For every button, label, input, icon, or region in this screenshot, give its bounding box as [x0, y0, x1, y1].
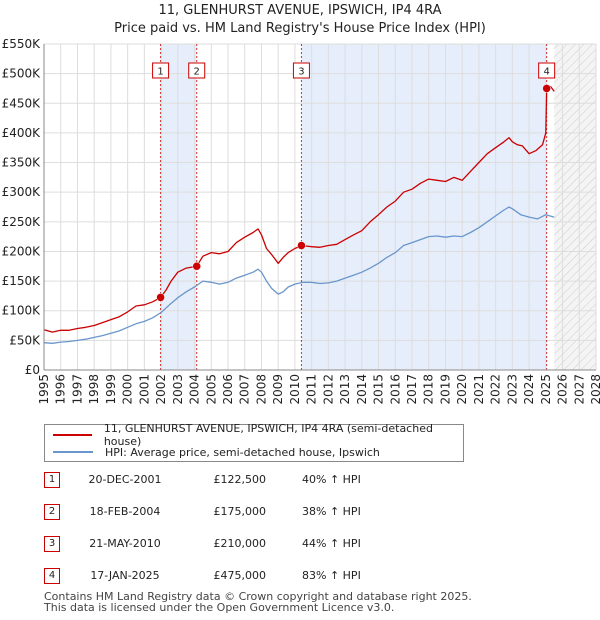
- transaction-hpi-change: 83% ↑ HPI: [302, 569, 361, 582]
- y-tick-label: £500K: [2, 67, 42, 81]
- legend-item-property: 11, GLENHURST AVENUE, IPSWICH, IP4 4RA (…: [53, 422, 463, 448]
- y-tick-label: £100K: [2, 304, 42, 318]
- x-tick-label: 2001: [137, 374, 151, 405]
- hpi-line: [43, 206, 555, 344]
- x-tick-label: 2013: [338, 374, 352, 405]
- legend-label-hpi: HPI: Average price, semi-detached house,…: [105, 445, 380, 459]
- transaction-number-badge: 4: [44, 568, 60, 584]
- x-tick-label: 1997: [70, 374, 84, 405]
- y-tick-label: £50K: [9, 333, 41, 347]
- x-tick-label: 2008: [254, 374, 268, 405]
- transaction-date: 17-JAN-2025: [90, 569, 160, 582]
- transaction-date: 21-MAY-2010: [89, 537, 161, 550]
- transaction-number-badge: 2: [44, 504, 60, 520]
- x-tick-label: 2024: [522, 374, 536, 405]
- footer-license: This data is licensed under the Open Gov…: [44, 601, 395, 614]
- transaction-row: 1 20-DEC-2001 £122,500 40% ↑ HPI: [44, 472, 464, 488]
- x-tick-label: 2027: [572, 374, 586, 405]
- x-tick-label: 2006: [221, 374, 235, 405]
- footer-copyright: Contains HM Land Registry data © Crown c…: [44, 590, 472, 603]
- sale-number-label: 4: [543, 67, 549, 78]
- footer: Contains HM Land Registry data © Crown c…: [44, 591, 472, 613]
- x-tick-label: 2018: [422, 374, 436, 405]
- x-tick-label: 1995: [37, 374, 51, 405]
- x-tick-label: 2014: [355, 374, 369, 405]
- y-tick-label: £200K: [2, 244, 42, 258]
- transaction-row: 2 18-FEB-2004 £175,000 38% ↑ HPI: [44, 504, 464, 520]
- x-tick-label: 1998: [87, 374, 101, 405]
- transaction-date: 20-DEC-2001: [88, 473, 162, 486]
- price-chart: £0 £50K £100K £150K £200K £250K £300K £350K £400…: [2, 37, 600, 405]
- x-tick-label: 2003: [171, 374, 185, 405]
- sale-number-box: [152, 62, 170, 79]
- legend-label-property: 11, GLENHURST AVENUE, IPSWICH, IP4 4RA (…: [103, 422, 433, 448]
- transaction-price: £210,000: [213, 537, 267, 550]
- x-tick-label: 2022: [489, 374, 503, 405]
- sale-span-shade: [160, 44, 197, 370]
- legend-swatch-property: [53, 434, 92, 436]
- x-tick-label: 2017: [405, 374, 419, 405]
- transaction-number-badge: 3: [44, 536, 60, 552]
- y-tick-label: £0: [25, 363, 40, 377]
- legend-swatch-hpi: [53, 451, 93, 453]
- x-tick-label: 2015: [372, 374, 386, 405]
- legend: 11, GLENHURST AVENUE, IPSWICH, IP4 4RA (…: [44, 422, 464, 462]
- chart-subtitle: Price paid vs. HM Land Registry's House …: [114, 21, 486, 36]
- x-tick-label: 2000: [121, 374, 135, 405]
- x-tick-label: 2011: [305, 374, 319, 405]
- forecast-hatch: [554, 44, 596, 370]
- sale-number-label: 3: [298, 67, 304, 78]
- transaction-row: 3 21-MAY-2010 £210,000 44% ↑ HPI: [44, 536, 464, 552]
- sale-number-label: 2: [194, 67, 200, 78]
- transaction-price: £175,000: [213, 505, 267, 518]
- x-tick-label: 2028: [589, 374, 600, 405]
- transaction-date: 18-FEB-2004: [89, 505, 161, 518]
- y-tick-label: £400K: [2, 126, 42, 140]
- sale-number-label: 1: [157, 67, 163, 78]
- x-tick-label: 2025: [539, 374, 553, 405]
- transaction-hpi-change: 40% ↑ HPI: [302, 473, 361, 486]
- x-tick-label: 1999: [104, 374, 118, 405]
- y-tick-label: £550K: [2, 37, 42, 51]
- transaction-number-badge: 1: [44, 472, 60, 488]
- transaction-hpi-change: 44% ↑ HPI: [302, 537, 361, 550]
- x-tick-label: 2004: [188, 374, 202, 405]
- sale-point: [297, 241, 306, 250]
- x-tick-label: 2023: [505, 374, 519, 405]
- x-tick-label: 2020: [455, 374, 469, 405]
- legend-item-hpi: HPI: Average price, semi-detached house,…: [53, 444, 380, 460]
- x-tick-label: 2021: [472, 374, 486, 405]
- y-tick-label: £150K: [2, 274, 42, 288]
- x-tick-label: 2019: [438, 374, 452, 405]
- x-tick-label: 2002: [154, 374, 168, 405]
- transaction-price: £122,500: [213, 473, 267, 486]
- x-tick-label: 1996: [54, 374, 68, 405]
- x-tick-label: 2010: [288, 374, 302, 405]
- y-tick-label: £350K: [2, 156, 42, 170]
- x-tick-label: 2007: [238, 374, 252, 405]
- x-tick-label: 2026: [556, 374, 570, 405]
- x-tick-label: 2016: [388, 374, 402, 405]
- sale-number-box: [538, 62, 556, 79]
- transaction-row: 4 17-JAN-2025 £475,000 83% ↑ HPI: [44, 568, 464, 584]
- y-tick-label: £450K: [2, 96, 42, 110]
- x-tick-label: 2005: [204, 374, 218, 405]
- sale-number-box: [188, 62, 206, 79]
- transaction-hpi-change: 38% ↑ HPI: [302, 505, 361, 518]
- sale-point: [192, 262, 201, 271]
- x-tick-label: 2009: [271, 374, 285, 405]
- chart-title: 11, GLENHURST AVENUE, IPSWICH, IP4 4RA: [158, 3, 442, 18]
- transaction-price: £475,000: [213, 569, 267, 582]
- y-tick-label: £250K: [2, 215, 42, 229]
- x-tick-label: 2012: [321, 374, 335, 405]
- sale-number-box: [292, 62, 310, 79]
- sale-point: [542, 84, 551, 93]
- sale-span-shade: [301, 44, 547, 370]
- sale-point: [156, 293, 165, 302]
- y-tick-label: £300K: [2, 185, 42, 199]
